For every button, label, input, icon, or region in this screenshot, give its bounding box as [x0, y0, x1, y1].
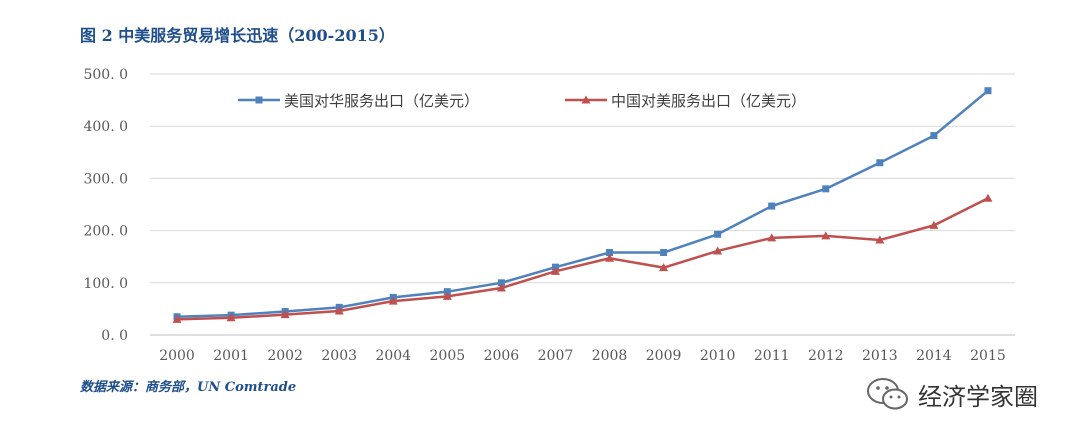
x-tick-label: 2003 — [321, 348, 357, 364]
data-point-square — [714, 230, 722, 238]
series-line-2 — [176, 197, 989, 321]
page-title: 图 2 中美服务贸易增长迅速（200-2015） — [80, 26, 395, 45]
x-tick-label: 2006 — [484, 348, 520, 364]
data-point-square — [984, 87, 992, 95]
data-point-square — [443, 288, 451, 296]
data-point-square — [497, 279, 505, 287]
grid-lines — [150, 73, 1015, 336]
data-point-triangle — [550, 266, 560, 275]
data-point-square — [606, 249, 614, 257]
x-tick-label: 2001 — [213, 348, 249, 364]
axis-labels: 0. 0 100. 0 200. 0 300. 0 400. 0 500. 0 2000 20… — [83, 67, 1005, 364]
data-point-triangle — [442, 291, 452, 300]
data-point-square — [822, 185, 830, 193]
legend-marker-square — [255, 96, 263, 104]
data-point-triangle — [875, 235, 885, 244]
series-layer — [172, 87, 993, 323]
series-line-1 — [176, 89, 989, 318]
data-point-triangle — [388, 296, 398, 305]
legend: 美国对华服务出口（亿美元） 中国对美服务出口（亿美元） — [238, 92, 806, 110]
watermark: 经济学家圈 — [866, 372, 1038, 416]
data-point-triangle — [659, 263, 669, 272]
data-point-triangle — [767, 233, 777, 242]
x-tick-label: 2004 — [375, 348, 411, 364]
x-tick-label: 2010 — [700, 348, 736, 364]
x-tick-label: 2005 — [430, 348, 466, 364]
x-tick-label: 2002 — [267, 348, 303, 364]
x-tick-label: 2007 — [538, 348, 574, 364]
x-tick-label: 2012 — [808, 348, 844, 364]
data-point-triangle — [334, 306, 344, 315]
data-point-triangle — [280, 310, 290, 319]
x-tick-label: 2014 — [916, 348, 952, 364]
y-tick-label: 0. 0 — [101, 328, 128, 344]
y-tick-label: 100. 0 — [83, 276, 128, 292]
data-point-square — [876, 159, 884, 167]
legend-label: 中国对美服务出口（亿美元） — [611, 92, 806, 110]
data-point-triangle — [605, 253, 615, 262]
data-point-triangle — [713, 246, 723, 255]
data-source-note: 数据来源：商务部，UN Comtrade — [80, 380, 297, 395]
x-tick-label: 2015 — [970, 348, 1006, 364]
x-tick-label: 2011 — [754, 348, 790, 364]
x-tick-label: 2013 — [862, 348, 898, 364]
data-point-triangle — [172, 314, 182, 323]
legend-label: 美国对华服务出口（亿美元） — [284, 92, 479, 110]
x-tick-label: 2009 — [646, 348, 682, 364]
y-tick-label: 500. 0 — [83, 67, 128, 83]
watermark-text: 经济学家圈 — [918, 382, 1038, 411]
data-point-square — [930, 132, 938, 140]
legend-marker-triangle — [581, 95, 591, 104]
x-tick-label: 2008 — [592, 348, 628, 364]
x-tick-label: 2000 — [159, 348, 195, 364]
data-point-triangle — [821, 231, 831, 240]
data-point-triangle — [496, 283, 506, 292]
wechat-icon — [867, 378, 908, 410]
y-tick-label: 400. 0 — [83, 119, 128, 135]
data-point-triangle — [983, 193, 993, 202]
data-point-square — [660, 249, 668, 257]
y-tick-label: 300. 0 — [83, 171, 128, 187]
data-point-triangle — [929, 220, 939, 229]
data-point-square — [768, 202, 776, 210]
data-point-triangle — [226, 313, 236, 322]
y-tick-label: 200. 0 — [83, 224, 128, 240]
